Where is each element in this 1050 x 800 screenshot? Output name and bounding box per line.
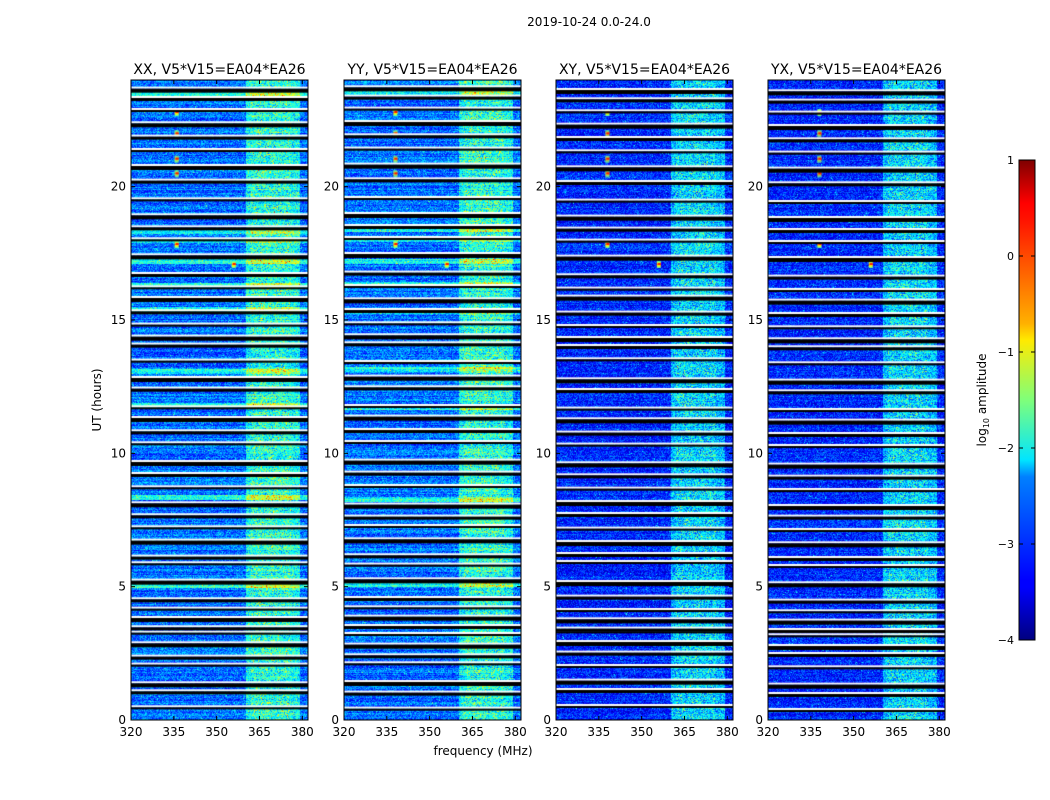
y-tick-label: 10	[748, 446, 763, 460]
x-tick-label: 380	[291, 725, 314, 739]
y-tick-label: 15	[324, 313, 339, 327]
spectrogram-image	[131, 80, 308, 720]
colorbar-ticks: −4 −3 −2 −1 0 1	[998, 154, 1035, 647]
x-tick-label: 365	[673, 725, 696, 739]
y-tick-label: 15	[536, 313, 551, 327]
x-tick-label: 380	[504, 725, 527, 739]
panel-title: YX, V5*V15=EA04*EA26	[770, 62, 942, 78]
x-tick-label: 380	[716, 725, 739, 739]
y-tick-label: 5	[755, 580, 763, 594]
x-tick-label: 350	[630, 725, 653, 739]
x-tick-label: 320	[757, 725, 780, 739]
x-tick-label: 365	[248, 725, 271, 739]
x-tick-label: 350	[418, 725, 441, 739]
y-tick-label: 10	[324, 446, 339, 460]
y-tick-label: 0	[543, 713, 551, 727]
panels: XX, V5*V15=EA04*EA26 320 335 350 365 380 0 5 10 1…	[111, 62, 951, 739]
axes-frame	[130, 79, 309, 721]
spectrogram-image	[556, 80, 733, 720]
colorbar-label: log10 amplitude	[975, 354, 991, 447]
axes-frame	[343, 79, 522, 721]
panel: YY, V5*V15=EA04*EA26 320 335 350 365 380 0 5 10 1…	[324, 62, 527, 739]
x-tick-label: 335	[162, 725, 185, 739]
colorbar-label-rest: amplitude	[975, 354, 989, 418]
panel: XY, V5*V15=EA04*EA26 320 335 350 365 380 0 5 10 1…	[536, 62, 739, 739]
x-tick-label: 335	[799, 725, 822, 739]
colorbar-tick-label: 1	[1007, 154, 1014, 167]
y-tick-label: 5	[118, 580, 126, 594]
colorbar-tick-label: 0	[1007, 250, 1014, 263]
x-tick-label: 320	[333, 725, 356, 739]
x-tick-label: 335	[587, 725, 610, 739]
x-tick-label: 350	[205, 725, 228, 739]
x-tick-label: 365	[461, 725, 484, 739]
suptitle: 2019-10-24 0.0-24.0	[527, 15, 651, 29]
colorbar: −4 −3 −2 −1 0 1 log10 amplitude	[975, 154, 1036, 647]
x-tick-label: 335	[375, 725, 398, 739]
y-tick-label: 5	[331, 580, 339, 594]
y-tick-label: 10	[111, 446, 126, 460]
y-tick-label: 0	[118, 713, 126, 727]
colorbar-tick-label: −1	[998, 346, 1014, 359]
colorbar-tick-label: −3	[998, 538, 1014, 551]
colorbar-label-subscript: 10	[982, 418, 991, 428]
colorbar-tick-label: −4	[998, 634, 1014, 647]
panel: XX, V5*V15=EA04*EA26 320 335 350 365 380 0 5 10 1…	[111, 62, 314, 739]
y-tick-label: 0	[755, 713, 763, 727]
y-tick-label: 20	[111, 180, 126, 194]
y-axis-label: UT (hours)	[90, 368, 104, 431]
colorbar-gradient	[1018, 159, 1036, 641]
colorbar-label-base: log	[975, 428, 989, 446]
axes-frame	[555, 79, 734, 721]
y-tick-label: 20	[536, 180, 551, 194]
y-tick-label: 15	[111, 313, 126, 327]
x-tick-label: 320	[545, 725, 568, 739]
panel-title: XX, V5*V15=EA04*EA26	[133, 62, 305, 78]
y-tick-label: 5	[543, 580, 551, 594]
colorbar-tick-label: −2	[998, 442, 1014, 455]
x-tick-label: 350	[842, 725, 865, 739]
axes-frame	[767, 79, 946, 721]
y-tick-label: 20	[748, 180, 763, 194]
spectrogram-image	[768, 80, 945, 720]
x-tick-label: 365	[885, 725, 908, 739]
panel-title: XY, V5*V15=EA04*EA26	[559, 62, 730, 78]
spectrogram-image	[344, 80, 521, 720]
y-tick-label: 0	[331, 713, 339, 727]
y-tick-label: 10	[536, 446, 551, 460]
y-tick-label: 15	[748, 313, 763, 327]
panel: YX, V5*V15=EA04*EA26 320 335 350 365 380 0 5 10 1…	[748, 62, 951, 739]
panel-title: YY, V5*V15=EA04*EA26	[346, 62, 517, 78]
x-tick-label: 380	[928, 725, 951, 739]
x-axis-label: frequency (MHz)	[433, 744, 532, 758]
x-tick-label: 320	[120, 725, 143, 739]
y-tick-label: 20	[324, 180, 339, 194]
